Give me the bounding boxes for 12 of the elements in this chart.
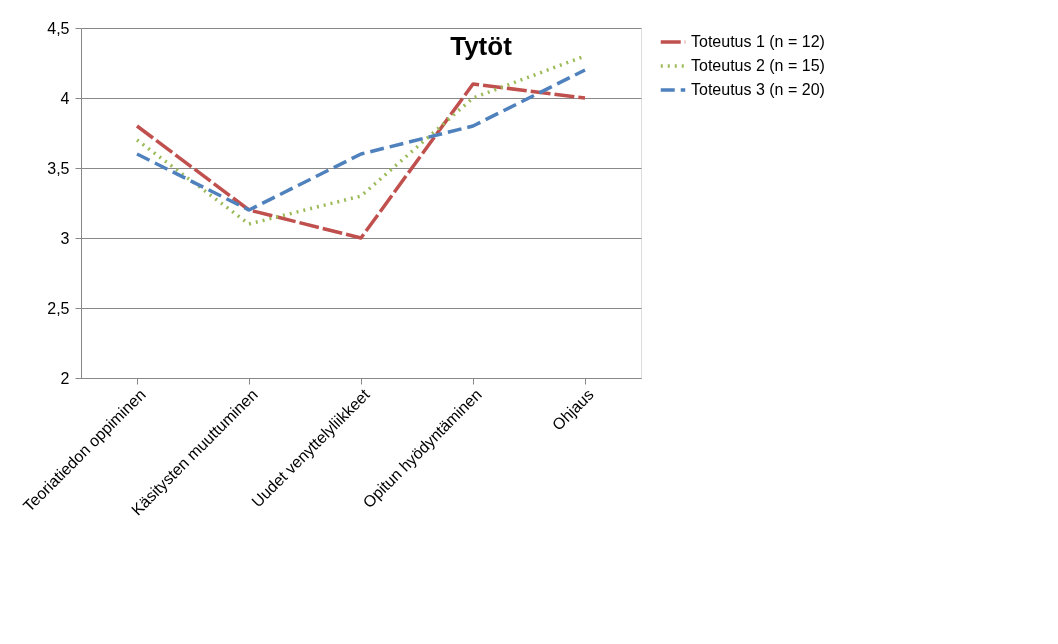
line-series [135, 82, 587, 240]
y-tick-label: 2,5 [47, 299, 70, 317]
y-tick-label: 4 [60, 89, 70, 107]
y-tick-label: 3 [60, 229, 70, 247]
y-tick-label: 2 [60, 369, 70, 387]
line-series [135, 68, 587, 212]
y-tick-label: 4,5 [47, 19, 70, 37]
legend-label: Toteutus 1 (n = 12) [691, 33, 825, 50]
chart-title: Tytöt [450, 31, 513, 61]
legend-label: Toteutus 2 (n = 15) [691, 57, 825, 74]
legend-label: Toteutus 3 (n = 20) [691, 81, 825, 98]
y-tick-label: 3,5 [47, 159, 70, 177]
